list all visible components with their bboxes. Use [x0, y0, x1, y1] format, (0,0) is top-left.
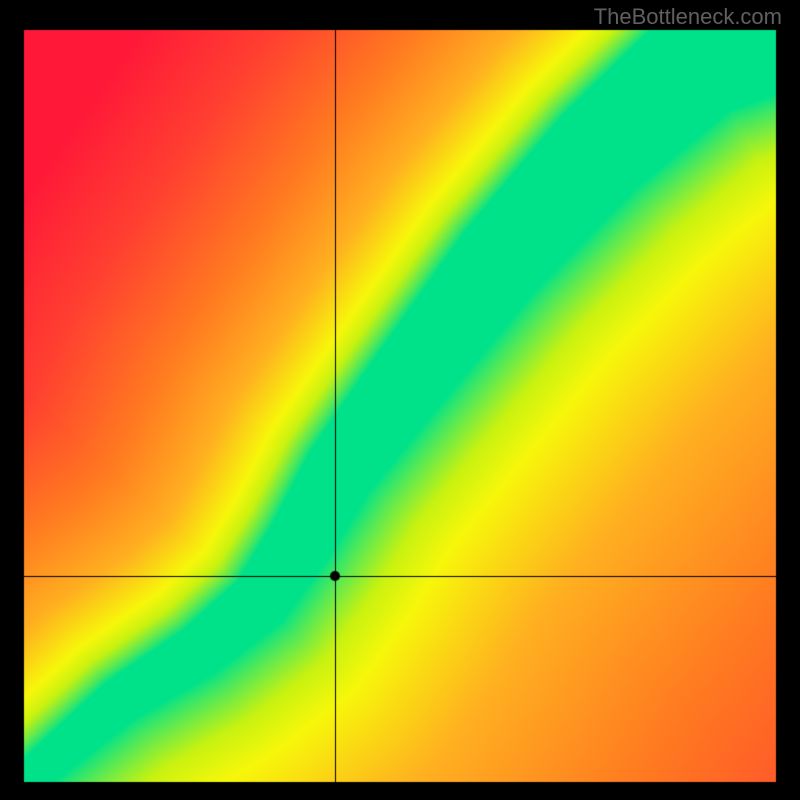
heatmap-canvas	[0, 0, 800, 800]
chart-container: TheBottleneck.com	[0, 0, 800, 800]
watermark-text: TheBottleneck.com	[594, 4, 782, 30]
